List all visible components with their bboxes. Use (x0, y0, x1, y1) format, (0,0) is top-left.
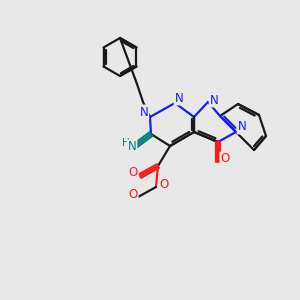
Text: O: O (128, 167, 138, 179)
Text: O: O (159, 178, 169, 191)
Text: N: N (210, 94, 218, 106)
Text: N: N (128, 140, 136, 154)
Text: N: N (238, 121, 246, 134)
Text: H: H (122, 138, 130, 148)
Text: N: N (175, 92, 183, 104)
Text: O: O (220, 152, 230, 166)
Text: O: O (128, 188, 138, 200)
Text: N: N (140, 106, 148, 118)
